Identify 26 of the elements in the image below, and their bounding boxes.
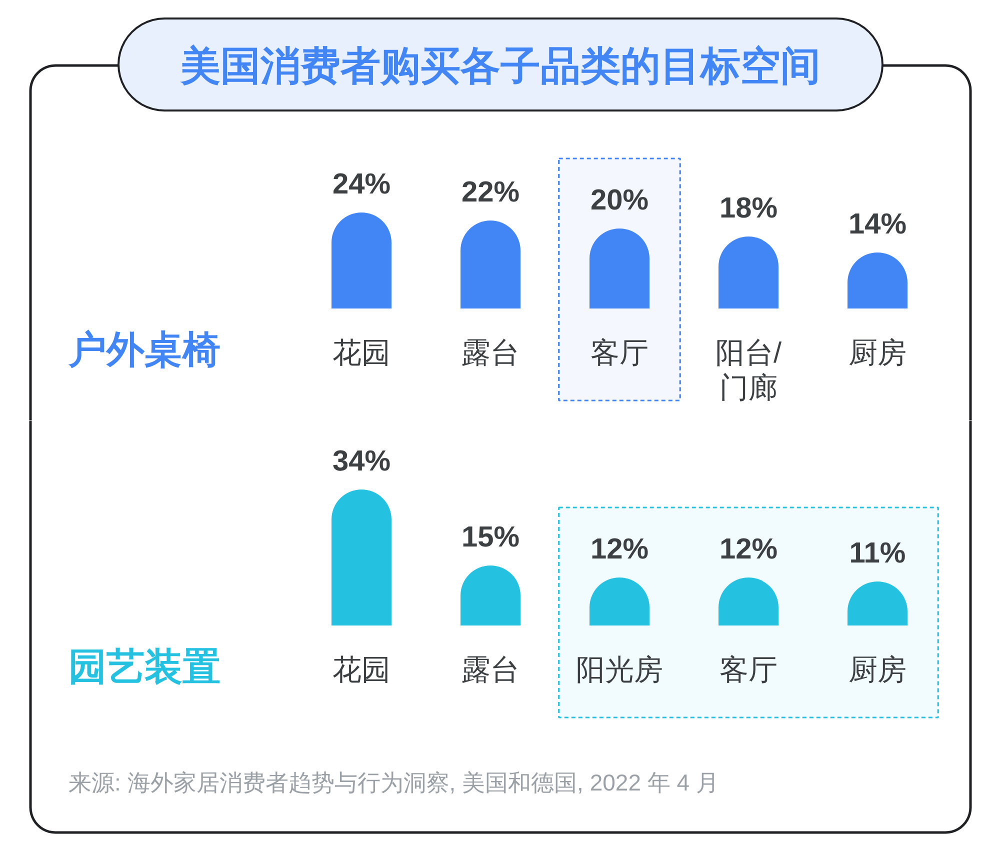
x-tick-label: 厨房 bbox=[848, 338, 906, 370]
data-label: 12% bbox=[590, 534, 649, 566]
x-tick-label: 厨房 bbox=[848, 654, 906, 686]
x-tick-label: 客厅 bbox=[720, 654, 778, 686]
data-label: 15% bbox=[461, 522, 520, 554]
data-label: 20% bbox=[590, 184, 649, 216]
x-tick-label: 花园 bbox=[332, 338, 390, 370]
data-label: 24% bbox=[332, 168, 391, 200]
data-label: 14% bbox=[848, 208, 907, 240]
x-tick-label: 阳光房 bbox=[576, 654, 663, 686]
data-label: 11% bbox=[849, 538, 906, 570]
data-label: 34% bbox=[332, 446, 391, 478]
x-tick-label: 阳台/门廊 bbox=[715, 338, 782, 405]
y-axis-title: 园艺装置 bbox=[68, 646, 220, 688]
y-axis-title: 户外桌椅 bbox=[68, 330, 220, 372]
bar bbox=[332, 212, 392, 308]
source-note: 来源: 海外家居消费者趋势与行为洞察, 美国和德国, 2022 年 4 月 bbox=[68, 770, 719, 796]
data-label: 22% bbox=[461, 176, 520, 208]
x-tick-label: 花园 bbox=[332, 654, 390, 686]
x-tick-label: 客厅 bbox=[590, 338, 648, 370]
x-tick-label: 露台 bbox=[462, 654, 520, 686]
data-label: 12% bbox=[719, 534, 778, 566]
x-tick-label: 露台 bbox=[462, 338, 520, 370]
bar bbox=[332, 490, 392, 626]
chart-title: 美国消费者购买各子品类的目标空间 bbox=[180, 44, 820, 88]
data-label: 18% bbox=[719, 192, 778, 224]
